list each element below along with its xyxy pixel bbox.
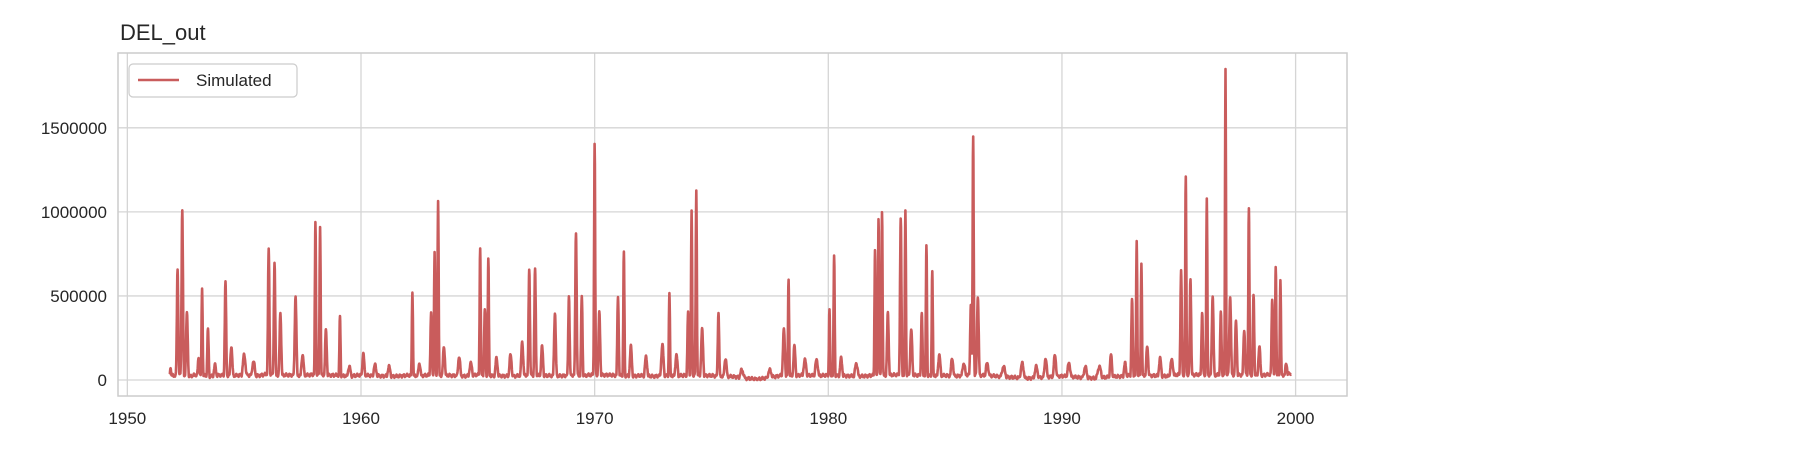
y-tick-label-1000000: 1000000 [41,203,107,222]
x-tick-label-1960: 1960 [342,409,380,428]
x-tick-label-1980: 1980 [809,409,847,428]
x-tick-label-1970: 1970 [576,409,614,428]
legend-label-simulated: Simulated [196,71,272,90]
y-tick-label-0: 0 [98,371,107,390]
plot-area [118,53,1347,396]
y-tick-label-500000: 500000 [50,287,107,306]
x-tick-label-2000: 2000 [1277,409,1315,428]
series-layer [168,67,1292,382]
series-line-simulated [168,67,1292,382]
plot-frame [117,52,1348,397]
x-tick-label-1990: 1990 [1043,409,1081,428]
x-axis: 1950 1960 1970 1980 1990 2000 [108,409,1314,428]
x-tick-label-1950: 1950 [108,409,146,428]
y-axis: 0 500000 1000000 1500000 [41,119,107,390]
chart-title: DEL_out [120,20,206,45]
legend-box [128,63,298,98]
legend: Simulated [128,63,298,98]
y-tick-label-1500000: 1500000 [41,119,107,138]
